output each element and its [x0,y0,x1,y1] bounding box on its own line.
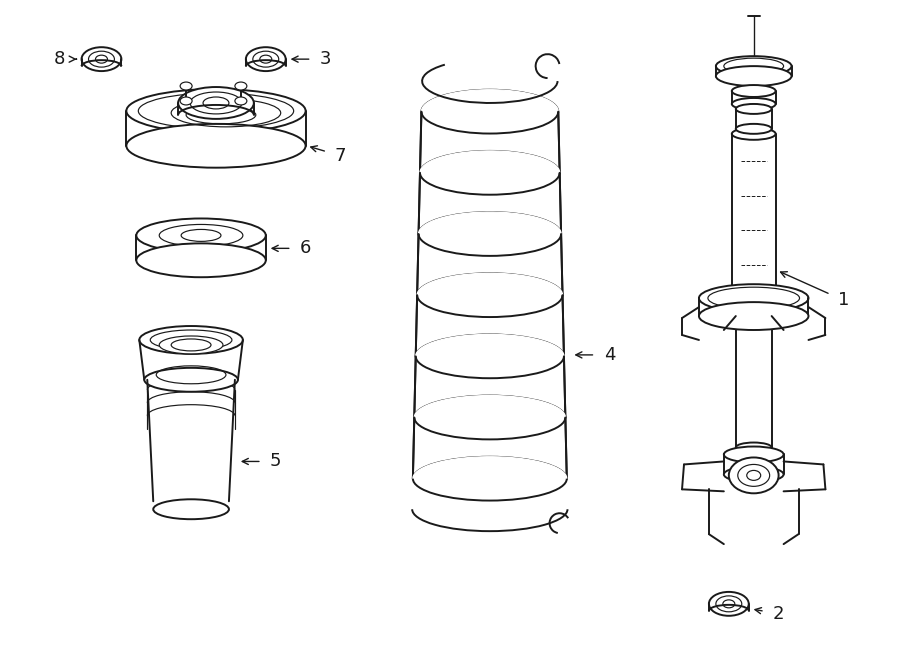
Ellipse shape [235,97,247,105]
Polygon shape [414,395,565,418]
Ellipse shape [709,592,749,616]
Ellipse shape [732,98,776,110]
Ellipse shape [235,82,247,90]
Ellipse shape [153,499,229,519]
Polygon shape [417,273,562,295]
Ellipse shape [736,442,771,453]
Ellipse shape [140,326,243,354]
Ellipse shape [724,467,784,483]
Ellipse shape [736,124,771,134]
Text: 1: 1 [838,291,849,309]
Polygon shape [420,151,560,173]
Polygon shape [416,334,564,356]
Ellipse shape [738,465,770,486]
Ellipse shape [136,243,266,277]
Ellipse shape [136,219,266,253]
Text: 4: 4 [604,346,615,364]
Ellipse shape [180,97,192,105]
Ellipse shape [178,87,254,119]
Ellipse shape [190,92,242,114]
Text: 5: 5 [270,452,282,471]
Ellipse shape [732,85,776,97]
Ellipse shape [716,56,792,76]
Ellipse shape [699,284,808,312]
Ellipse shape [126,89,306,133]
Ellipse shape [699,302,808,330]
Ellipse shape [246,47,285,71]
Text: 6: 6 [300,239,311,257]
Ellipse shape [82,47,122,71]
Polygon shape [421,90,558,112]
Text: 8: 8 [54,50,66,68]
Ellipse shape [144,368,238,392]
Ellipse shape [180,82,192,90]
Ellipse shape [736,104,771,114]
Ellipse shape [732,128,776,140]
Ellipse shape [724,447,784,463]
Text: 2: 2 [773,605,785,623]
Polygon shape [413,457,567,479]
Polygon shape [418,212,561,234]
Ellipse shape [126,124,306,168]
Ellipse shape [729,457,778,493]
Ellipse shape [716,66,792,86]
Text: 3: 3 [320,50,331,68]
Ellipse shape [159,336,223,354]
Text: 7: 7 [335,147,346,165]
